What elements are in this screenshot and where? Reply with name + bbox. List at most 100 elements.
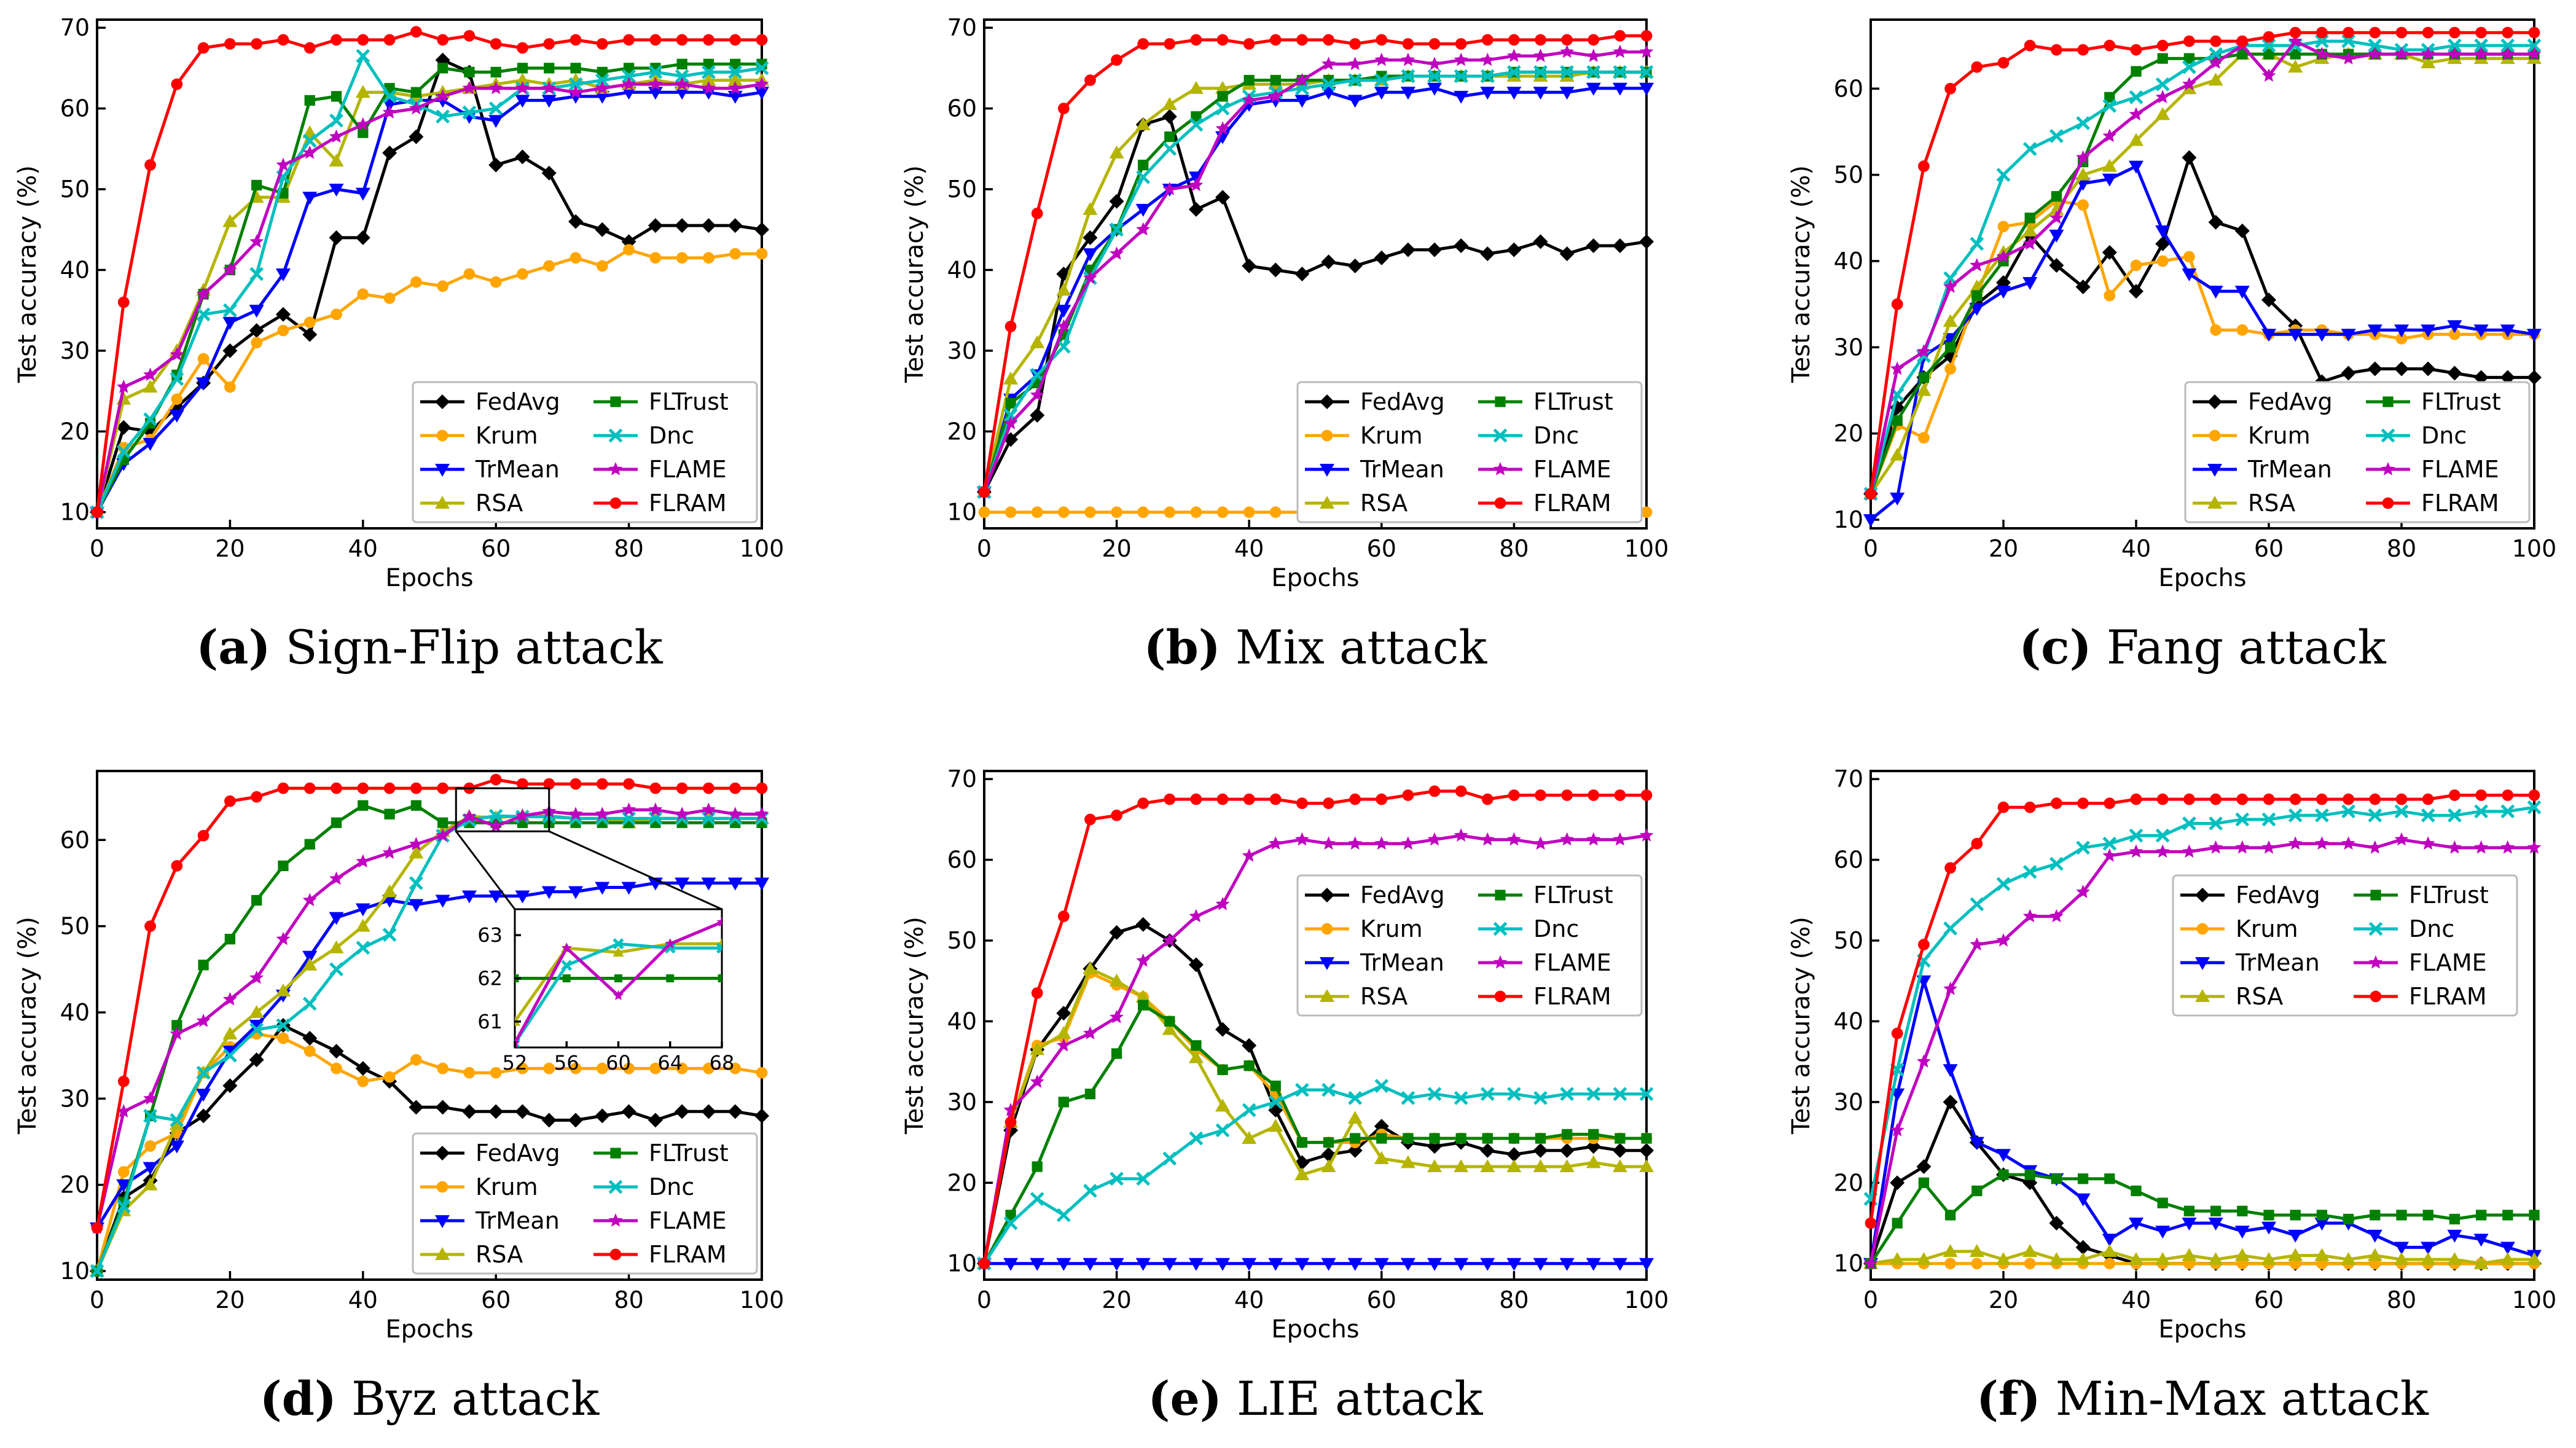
data-point-trmean [2447,1229,2462,1243]
legend-swatch-marker [2195,957,2210,970]
data-point-flram [331,34,342,46]
data-point-trmean [727,90,743,104]
data-point-rsa [727,72,743,86]
legend-item-trmean: TrMean [2193,456,2332,483]
data-point-flame [2076,885,2090,898]
x-tick-label: 80 [2387,535,2416,562]
data-point-fedavg [1943,1094,1958,1109]
legend-item-rsa: RSA [420,1241,523,1268]
data-point-fltrust [304,95,315,106]
data-point-dnc [2155,77,2170,92]
data-point-flame [1374,52,1389,66]
data-point-trmean [196,377,211,391]
data-point-dnc [1996,877,2011,891]
x-tick-label: 80 [614,535,643,562]
data-point-dnc [1030,367,1044,382]
data-point-fltrust [304,839,315,850]
data-point-flame [2022,236,2037,250]
legend-swatch-marker [435,1146,450,1160]
legend-swatch-marker [2195,989,2210,1002]
data-point-rsa [1374,1151,1389,1164]
data-point-flame [382,105,397,119]
data-point-trmean [1427,82,1443,96]
data-point-flram [2369,26,2381,39]
data-point-flame [1083,1026,1097,1039]
caption-letter: (d) [260,1371,337,1426]
legend-item-krum: Krum [1305,422,1423,449]
data-point-fedavg [329,230,344,245]
legend-item-fltrust: FLTrust [593,388,729,415]
data-point-flame [1507,832,1521,846]
inset-point-fltrust [666,974,675,982]
data-point-fltrust [1164,1016,1175,1027]
data-point-dnc [1110,1172,1124,1186]
chart-panel-e: 0 20 40 60 80 100 10 20 30 40 50 60 70 Epochs Test acc… [901,765,1669,1344]
legend-swatch-marker [2207,394,2222,409]
series-flame [1863,832,2542,1270]
x-tick-label: 20 [1102,535,1131,562]
data-point-trmean [1480,1258,1495,1271]
data-point-flram [2475,789,2487,801]
data-point-flram [1137,797,1149,809]
legend-box [412,1132,758,1275]
data-point-krum [1918,432,1930,444]
legend-item-dnc: Dnc [2366,422,2467,449]
legend-label: FLTrust [2421,388,2501,415]
data-point-dnc [1639,1087,1654,1102]
data-point-fltrust [2475,1210,2487,1221]
data-point-krum [437,1062,448,1074]
data-point-flram [676,782,688,794]
plot-area [1869,18,2535,530]
data-point-flame [276,157,291,171]
series-line-trmean [95,90,762,513]
data-point-fedavg [2421,361,2436,377]
data-point-krum [623,1062,635,1074]
data-point-flram [2528,789,2540,801]
data-point-flame [1136,953,1151,967]
data-point-rsa [2049,1252,2064,1266]
data-point-flame [2394,832,2409,846]
data-point-trmean [1056,305,1071,318]
legend-item-fltrust: FLTrust [2354,882,2489,909]
data-point-trmean [2234,286,2250,299]
data-point-trmean [1135,1258,1151,1271]
y-tick-label: 20 [1834,420,1863,447]
data-point-trmean [143,438,158,451]
series-fltrust [1865,1169,2540,1269]
legend: FedAvg Krum TrMean RSA FLTrust Dnc FLAME FLRAM [1296,381,1643,523]
legend-swatch-marker [435,496,450,509]
data-point-rsa [2075,167,2091,181]
inset-zoom: 52 56 60 64 68 61 62 63 [455,787,734,1074]
data-point-trmean [2447,320,2462,334]
data-point-dnc [2049,129,2064,143]
data-point-trmean [329,912,344,925]
data-point-krum [1216,506,1229,519]
data-point-trmean [675,87,690,100]
x-tick-label: 100 [1624,1286,1669,1313]
data-point-flame [1560,44,1575,58]
data-point-flram [197,829,209,842]
data-point-flram [251,38,263,50]
data-point-fltrust [2157,53,2168,64]
data-point-flram [2051,797,2062,809]
data-point-dnc [1480,1087,1495,1102]
data-point-rsa [2421,1252,2436,1266]
chart-panel-a: 0 20 40 60 80 100 10 20 30 40 50 60 70 Epochs Test acc… [14,14,784,592]
legend-item-flram: FLRAM [1478,983,1611,1010]
caption-letter: (f) [1976,1371,2041,1426]
x-tick-label: 60 [481,535,511,562]
data-point-flame [409,837,423,850]
caption-text: Sign-Flip attack [270,620,663,675]
y-tick-label: 60 [947,95,977,122]
data-point-rsa [2341,1252,2356,1266]
legend-swatch-marker [2381,462,2395,475]
legend-label: Krum [476,422,538,449]
data-point-rsa [1612,1159,1627,1172]
data-point-fltrust [198,960,209,971]
y-axis-title: Test accuracy (%) [14,165,42,383]
data-point-flame [196,1014,211,1027]
data-point-flram [756,782,768,794]
data-point-fltrust [1944,1210,1956,1221]
legend-swatch-marker [1495,396,1506,407]
data-point-flame [515,80,530,95]
